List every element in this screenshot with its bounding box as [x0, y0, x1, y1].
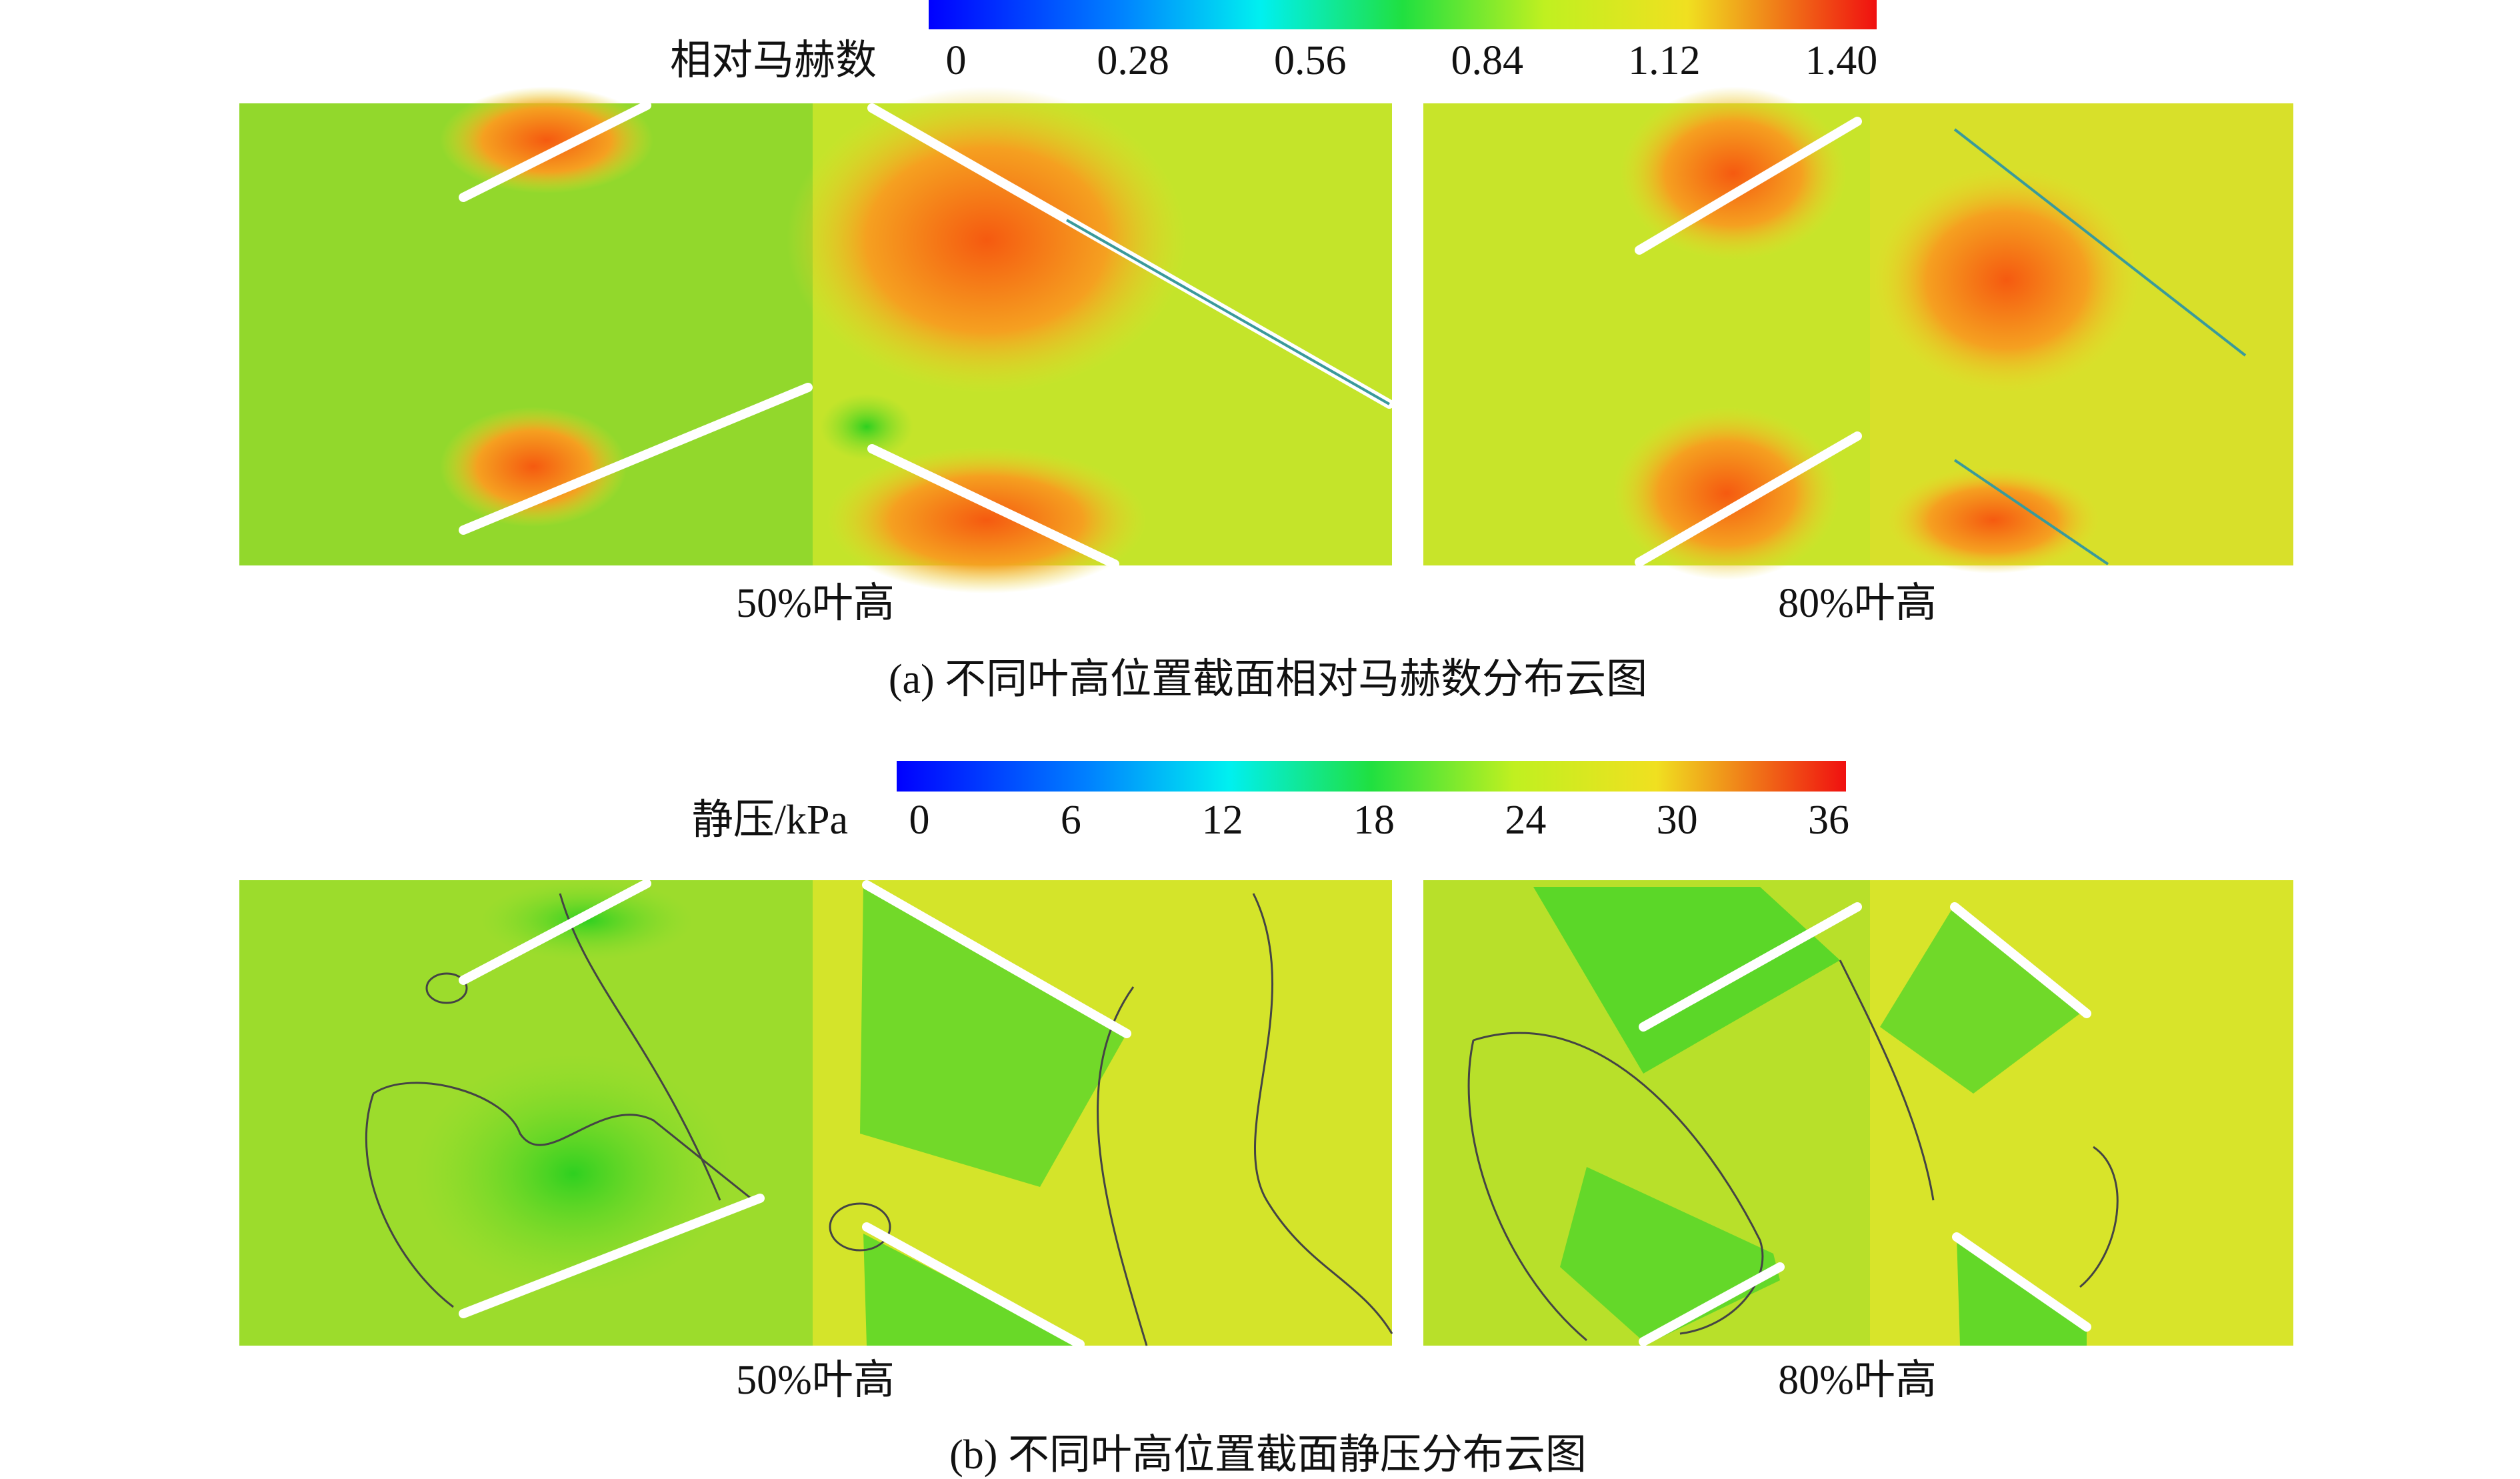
colorbar-tick-label: 1.12 [1628, 38, 1701, 83]
colorbar [897, 761, 1846, 792]
colorbar-tick-label: 0.28 [1097, 38, 1169, 83]
caption: (a) 不同叶高位置截面相对马赫数分布云图 [889, 657, 1647, 702]
colorbar-tick-label: 24 [1505, 798, 1546, 843]
colorbar-tick-label: 0 [909, 798, 930, 843]
panel-label: 80%叶高 [1778, 581, 1937, 626]
colorbar-tick-label: 36 [1808, 798, 1849, 843]
contour-panel [1423, 880, 2293, 1346]
panel-label: 80%叶高 [1778, 1358, 1937, 1403]
colorbar-tick-label: 0.84 [1451, 38, 1524, 83]
colorbar-ticks: 0 6 12 18 24 30 36 [909, 798, 1850, 843]
colorbar [929, 0, 1877, 29]
colorbar-tick-label: 0 [946, 38, 967, 83]
colorbar-tick-label: 30 [1657, 798, 1698, 843]
colorbar-label: 相对马赫数 [670, 38, 877, 83]
panel-label: 50%叶高 [736, 1358, 895, 1403]
colorbar-tick-label: 18 [1353, 798, 1395, 843]
contour-panel [1423, 87, 2293, 580]
colorbar-tick-label: 0.56 [1274, 38, 1347, 83]
panel-label: 50%叶高 [736, 581, 895, 626]
colorbar-tick-label: 1.40 [1805, 38, 1878, 83]
contour-panel [239, 879, 1393, 1349]
colorbar-ticks: 0 0.28 0.56 0.84 1.12 1.40 [946, 38, 1878, 83]
caption: (b) 不同叶高位置截面静压分布云图 [949, 1432, 1587, 1478]
colorbar-tick-label: 12 [1202, 798, 1243, 843]
colorbar-tick-label: 6 [1061, 798, 1081, 843]
contour-panel [239, 87, 1394, 593]
colorbar-label: 静压/kPa [692, 798, 848, 843]
